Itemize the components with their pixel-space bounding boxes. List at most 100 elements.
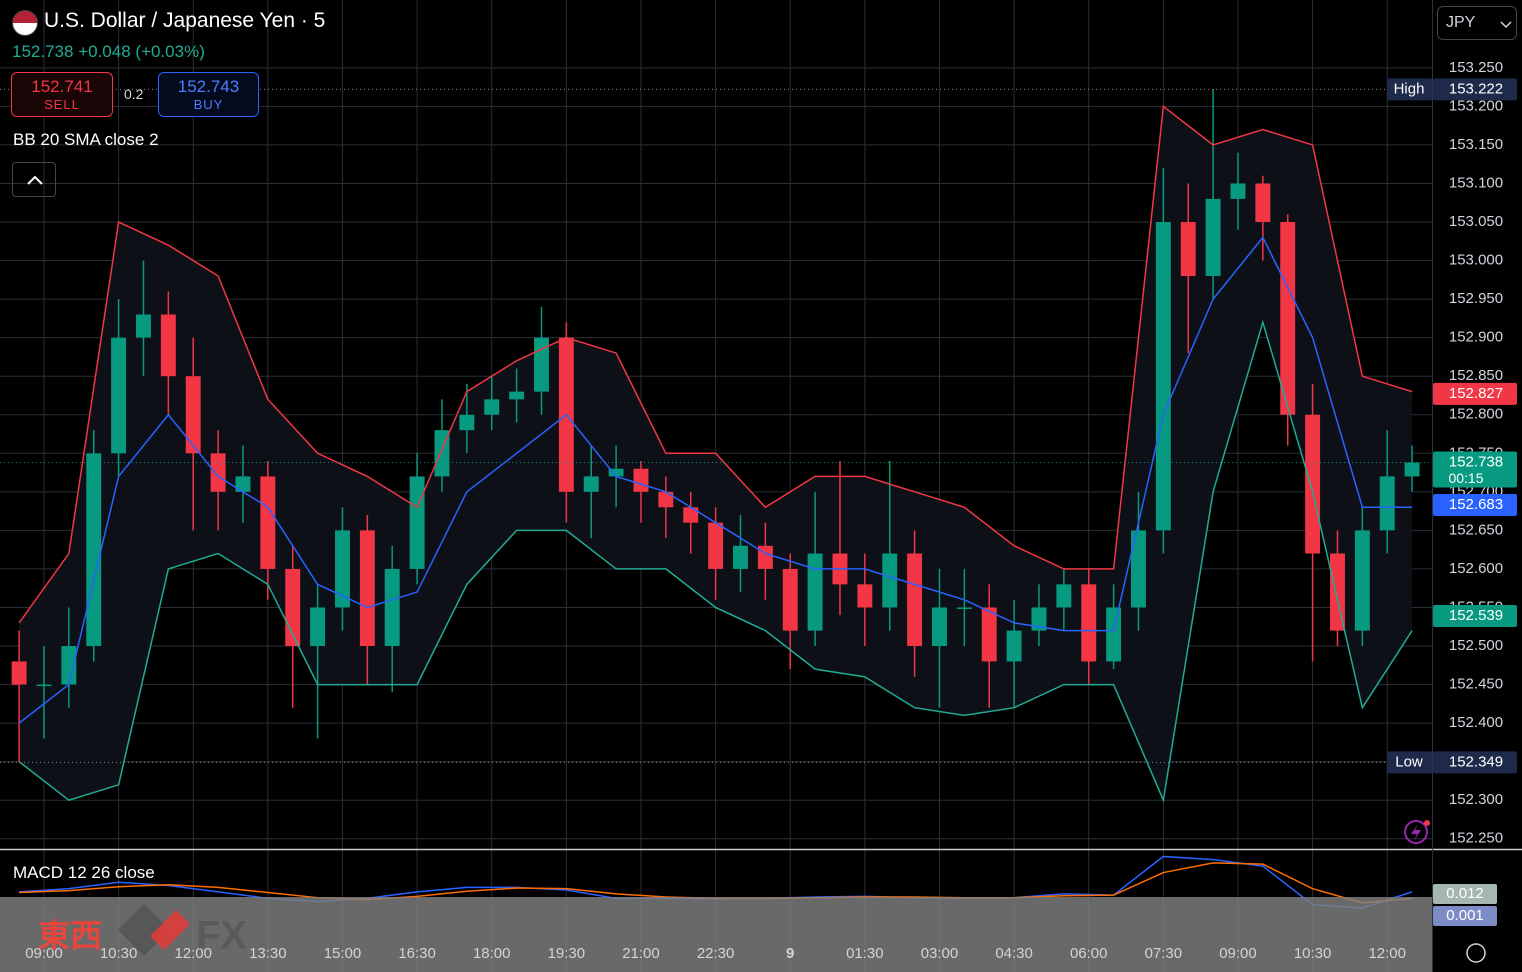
quote-line: 152.738 +0.048 (+0.03%)	[12, 42, 205, 62]
watermark-cn: 東西	[38, 917, 102, 953]
macd-label: MACD 12 26 close	[13, 863, 155, 882]
y-tick-label: 153.200	[1449, 97, 1503, 114]
settings-icon[interactable]	[1466, 943, 1486, 963]
candle-body	[11, 661, 27, 685]
candle-body	[733, 545, 748, 569]
price-change: +0.048	[78, 42, 131, 61]
candle-body	[1354, 530, 1370, 631]
candle-body	[484, 399, 500, 415]
spread: 0.2	[124, 86, 144, 102]
y-tick-label: 152.950	[1449, 290, 1503, 307]
x-tick-label: 18:00	[473, 945, 511, 962]
candle-body	[956, 607, 972, 609]
price-badge-label: 152.349	[1449, 753, 1503, 770]
sell-button[interactable]: 152.741 SELL	[11, 72, 113, 117]
candle-body	[335, 530, 350, 608]
candle-body	[111, 337, 127, 454]
watermark-overlay	[0, 897, 1432, 972]
indicator-label: BB 20 SMA close 2	[13, 130, 159, 149]
candle-body	[1404, 462, 1420, 477]
candle-body	[1205, 198, 1221, 276]
price-tag: Low	[1395, 753, 1423, 770]
x-tick-label: 09:00	[1219, 945, 1257, 962]
collapse-button[interactable]	[12, 162, 56, 197]
candle-body	[1379, 476, 1395, 531]
bollinger-line	[18, 104, 1413, 624]
candle-body	[409, 476, 425, 569]
price-badge-countdown: 00:15	[1448, 470, 1483, 486]
price-tag: High	[1394, 80, 1425, 97]
x-tick-label: 12:00	[174, 945, 212, 962]
x-tick-label: 21:00	[622, 945, 660, 962]
currency-dropdown[interactable]: JPY	[1437, 6, 1517, 40]
candle-body	[36, 684, 52, 687]
price-badge	[1433, 751, 1517, 774]
candle-body	[1155, 222, 1171, 531]
price-badge	[1433, 604, 1517, 627]
y-tick-label: 153.100	[1449, 174, 1503, 191]
macd-badge-label: 0.001	[1446, 907, 1484, 924]
candle-body	[658, 491, 674, 508]
price-badge	[1433, 382, 1517, 405]
candle-body	[1180, 222, 1196, 276]
candle-body	[1006, 630, 1022, 662]
candle-body	[534, 337, 549, 392]
candle-body	[633, 468, 649, 492]
y-tick-label: 152.900	[1449, 329, 1503, 346]
alert-dot	[1424, 820, 1430, 826]
y-tick-label: 152.600	[1449, 560, 1503, 577]
price-badge-label: 152.683	[1449, 496, 1503, 513]
price-badge-label: 152.738	[1449, 454, 1503, 471]
price-badge	[1433, 451, 1517, 488]
macd-badge	[1433, 884, 1497, 904]
candle-body	[1081, 584, 1097, 662]
candle-body	[310, 607, 326, 647]
watermark-logo-accent	[150, 910, 190, 950]
dropdown-caret	[1500, 21, 1512, 29]
price-tag-box	[1387, 751, 1432, 774]
candle-body	[185, 376, 201, 454]
candle-body	[260, 476, 276, 569]
candle-body	[1056, 584, 1072, 608]
x-tick-label: 12:00	[1368, 945, 1406, 962]
candle-body	[583, 476, 599, 492]
candle-body	[160, 314, 176, 377]
x-tick-label: 07:30	[1145, 945, 1183, 962]
y-tick-label: 152.800	[1449, 406, 1503, 423]
candle-body	[235, 476, 251, 492]
y-tick-label: 152.650	[1449, 521, 1503, 538]
price-badge-label: 152.827	[1449, 385, 1503, 402]
x-tick-label: 16:30	[398, 945, 436, 962]
buy-price: 152.743	[177, 77, 240, 96]
x-tick-label: 10:30	[100, 945, 138, 962]
candle-body	[1230, 183, 1246, 199]
candle-body	[683, 507, 699, 523]
y-tick-label: 153.050	[1449, 213, 1503, 230]
watermark-fx: FX	[196, 914, 247, 958]
candle-body	[1131, 530, 1146, 608]
price-badge-label: 153.222	[1449, 80, 1503, 97]
candle-body	[608, 468, 624, 477]
alert-icon[interactable]	[1404, 820, 1428, 844]
candle-body	[1255, 183, 1271, 223]
x-tick-label: 09:00	[25, 945, 63, 962]
candle-body	[782, 568, 798, 631]
y-tick-label: 152.250	[1449, 830, 1503, 847]
buy-button[interactable]: 152.743 BUY	[158, 72, 259, 117]
candle-body	[1280, 222, 1296, 415]
x-tick-label: 10:30	[1294, 945, 1332, 962]
price-badge	[1433, 493, 1517, 516]
y-tick-label: 153.000	[1449, 252, 1503, 269]
candle-body	[708, 522, 724, 569]
candle-body	[210, 453, 226, 492]
symbol-title[interactable]: U.S. Dollar / Japanese Yen · 5	[44, 9, 326, 32]
y-tick-label: 152.400	[1449, 714, 1503, 731]
macd-badge-label: 0.012	[1446, 885, 1484, 902]
candle-body	[1330, 553, 1345, 631]
candle-body	[509, 391, 525, 400]
y-tick-label: 153.250	[1449, 59, 1503, 76]
buy-label: BUY	[193, 97, 224, 112]
y-tick-label: 152.450	[1449, 676, 1503, 693]
